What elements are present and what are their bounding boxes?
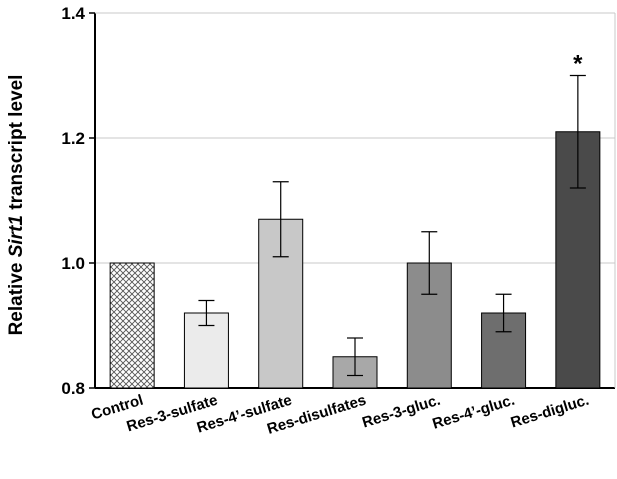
- y-axis-label: Relative Sirt1 transcript level: [6, 75, 27, 336]
- x-category-label: Res-3-gluc.: [360, 392, 442, 432]
- significance-marker: *: [573, 51, 583, 78]
- gridlines: [95, 13, 615, 263]
- x-category-label: Res-4’-gluc.: [430, 392, 516, 433]
- bars: *: [110, 51, 600, 389]
- y-axis-label-part: transcript level: [6, 75, 27, 215]
- y-tick-label: 1.4: [61, 4, 85, 23]
- y-tick-label: 0.8: [61, 379, 85, 398]
- bar-chart: * 0.8 1.0 1.2 1.4 ControlRes-3-sulfateRes-4…: [0, 0, 617, 479]
- x-axis-labels: ControlRes-3-sulfateRes-4’-sulfateRes-di…: [89, 392, 591, 438]
- y-tick-label: 1.0: [61, 254, 85, 273]
- y-axis-ticks: 0.8 1.0 1.2 1.4: [61, 4, 95, 398]
- y-axis-label-part: Sirt1: [6, 215, 27, 257]
- y-axis-label-part: Relative: [6, 257, 27, 335]
- bar-1: [110, 263, 154, 388]
- x-category-label: Res-digluc.: [509, 392, 591, 432]
- plot-frame: [95, 13, 615, 388]
- y-tick-label: 1.2: [61, 129, 85, 148]
